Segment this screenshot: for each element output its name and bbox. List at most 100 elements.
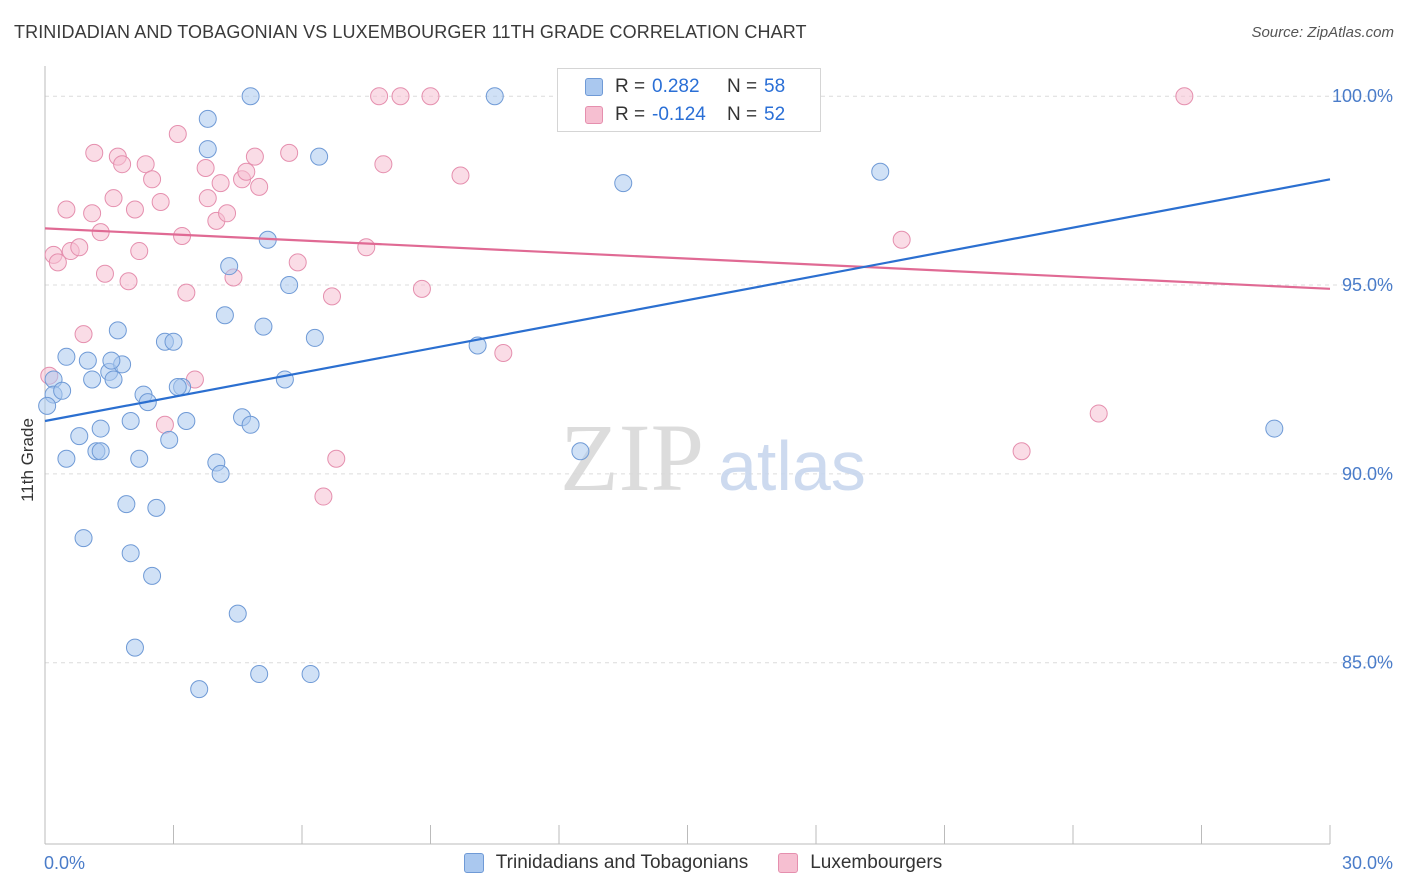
point-trinidadians (190, 680, 209, 699)
point-luxembourgers (1175, 87, 1194, 106)
point-trinidadians (91, 419, 110, 438)
point-trinidadians (130, 449, 149, 468)
point-luxembourgers (314, 487, 333, 506)
point-luxembourgers (104, 189, 123, 208)
legend-r-value: 0.282 (652, 76, 700, 97)
legend-r-label: R = (615, 76, 646, 97)
point-luxembourgers (237, 162, 256, 181)
point-luxembourgers (451, 166, 470, 185)
point-luxembourgers (95, 264, 114, 283)
point-trinidadians (104, 370, 123, 389)
point-luxembourgers (177, 283, 196, 302)
watermark-atlas: atlas (718, 427, 866, 505)
point-trinidadians (57, 449, 76, 468)
axes (44, 66, 1331, 845)
point-trinidadians (160, 430, 179, 449)
legend-swatch-blue (585, 78, 603, 96)
point-trinidadians (305, 328, 324, 347)
point-luxembourgers (1012, 442, 1031, 461)
point-trinidadians (38, 396, 57, 415)
point-trinidadians (74, 529, 93, 548)
point-trinidadians (241, 415, 260, 434)
y-tick-label: 100.0% (1332, 86, 1393, 106)
point-luxembourgers (125, 200, 144, 219)
point-luxembourgers (391, 87, 410, 106)
point-trinidadians (215, 306, 234, 325)
point-luxembourgers (119, 272, 138, 291)
point-trinidadians (310, 147, 329, 166)
point-trinidadians (91, 442, 110, 461)
source-credit: Source: ZipAtlas.com (1251, 24, 1394, 41)
point-luxembourgers (83, 204, 102, 223)
point-luxembourgers (245, 147, 264, 166)
point-trinidadians (250, 665, 269, 684)
point-trinidadians (70, 427, 89, 446)
bottom-legend-label: Trinidadians and Tobagonians (495, 852, 749, 873)
x-tick-label: 30.0% (1342, 853, 1393, 873)
point-luxembourgers (85, 143, 104, 162)
point-trinidadians (198, 140, 217, 159)
point-luxembourgers (151, 192, 170, 211)
point-trinidadians (571, 442, 590, 461)
point-trinidadians (485, 87, 504, 106)
point-luxembourgers (892, 230, 911, 249)
chart-title: TRINIDADIAN AND TOBAGONIAN VS LUXEMBOURG… (14, 22, 807, 42)
point-luxembourgers (196, 158, 215, 177)
point-trinidadians (241, 87, 260, 106)
point-trinidadians (228, 604, 247, 623)
point-trinidadians (275, 370, 294, 389)
point-trinidadians (168, 378, 187, 397)
stats-legend: R = 0.282 N = 58 R = -0.124 N = 52 (557, 68, 821, 132)
point-luxembourgers (168, 124, 187, 143)
point-trinidadians (164, 332, 183, 351)
point-luxembourgers (130, 242, 149, 261)
point-trinidadians (125, 638, 144, 657)
point-luxembourgers (280, 143, 299, 162)
point-luxembourgers (74, 325, 93, 344)
y-tick-label: 95.0% (1342, 275, 1393, 295)
point-luxembourgers (136, 155, 155, 174)
point-luxembourgers (412, 279, 431, 298)
point-luxembourgers (374, 155, 393, 174)
point-trinidadians (280, 276, 299, 295)
point-luxembourgers (113, 155, 132, 174)
point-trinidadians (83, 370, 102, 389)
point-luxembourgers (70, 238, 89, 257)
point-luxembourgers (322, 287, 341, 306)
point-trinidadians (871, 162, 890, 181)
legend-row-luxembourgers: R = -0.124 N = 52 (558, 102, 785, 128)
legend-n-label: N = (727, 104, 758, 125)
point-trinidadians (143, 566, 162, 585)
legend-n-value: 58 (764, 76, 786, 97)
y-tick-label: 90.0% (1342, 464, 1393, 484)
point-trinidadians (220, 257, 239, 276)
point-luxembourgers (211, 174, 230, 193)
bottom-legend-luxembourgers[interactable]: Luxembourgers (778, 852, 942, 874)
point-luxembourgers (218, 204, 237, 223)
point-trinidadians (211, 464, 230, 483)
legend-r-label: R = (615, 104, 646, 125)
bottom-legend-trinidadians[interactable]: Trinidadians and Tobagonians (463, 852, 749, 874)
point-trinidadians (254, 317, 273, 336)
point-trinidadians (121, 544, 140, 563)
bottom-legend: Trinidadians and Tobagonians Luxembourge… (0, 852, 1406, 874)
point-luxembourgers (370, 87, 389, 106)
point-trinidadians (78, 351, 97, 370)
legend-n-label: N = (727, 76, 758, 97)
point-luxembourgers (57, 200, 76, 219)
bottom-legend-swatch-pink (778, 853, 799, 873)
point-luxembourgers (494, 344, 513, 363)
point-luxembourgers (155, 415, 174, 434)
legend-row-trinidadians: R = 0.282 N = 58 (558, 74, 785, 100)
point-trinidadians (147, 498, 166, 517)
bottom-legend-label: Luxembourgers (810, 852, 943, 873)
point-trinidadians (108, 321, 127, 340)
point-luxembourgers (357, 238, 376, 257)
trend-lines (44, 178, 1331, 423)
point-luxembourgers (327, 449, 346, 468)
point-luxembourgers (421, 87, 440, 106)
point-trinidadians (301, 665, 320, 684)
point-luxembourgers (1089, 404, 1108, 423)
point-trinidadians (121, 412, 140, 431)
